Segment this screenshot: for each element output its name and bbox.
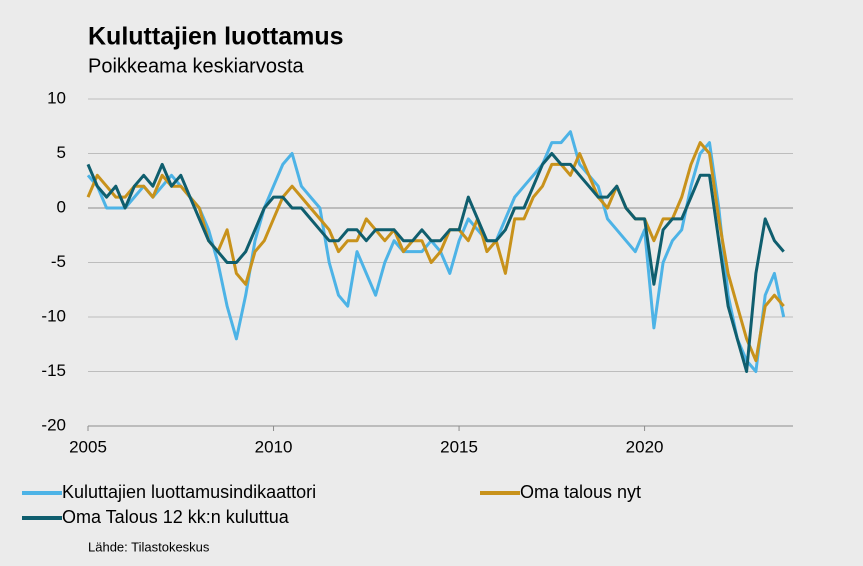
x-tick-label: 2015	[440, 437, 478, 456]
y-tick-label: -15	[41, 361, 66, 380]
y-tick-label: -20	[41, 415, 66, 434]
legend-label: Oma talous nyt	[520, 482, 641, 502]
x-tick-label: 2020	[626, 437, 664, 456]
data-line	[86, 141, 785, 363]
y-tick-label: 10	[47, 88, 66, 107]
data-line	[86, 152, 785, 373]
y-tick-label: -5	[51, 252, 66, 271]
y-tick-label: 5	[57, 143, 66, 162]
chart-subtitle: Poikkeama keskiarvosta	[88, 55, 305, 77]
y-tick-label: -10	[41, 306, 66, 325]
legend-label: Kuluttajien luottamusindikaattori	[62, 482, 316, 502]
x-tick-label: 2010	[255, 437, 293, 456]
y-tick-label: 0	[57, 197, 66, 216]
chart-title: Kuluttajien luottamus	[88, 23, 344, 51]
source: Lähde: Tilastokeskus	[88, 539, 210, 554]
x-tick-label: 2005	[69, 437, 107, 456]
legend-label: Oma Talous 12 kk:n kuluttua	[62, 507, 290, 527]
